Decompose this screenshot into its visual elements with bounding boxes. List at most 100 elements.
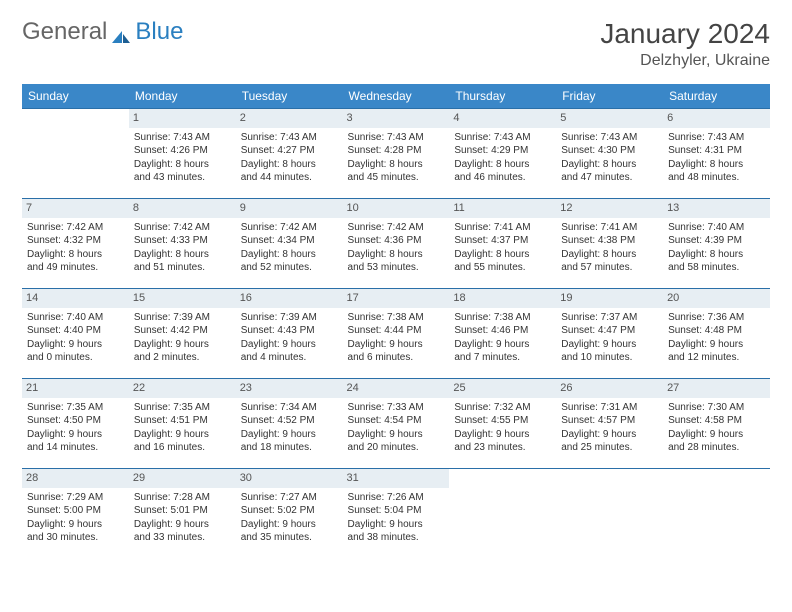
- logo-text-blue: Blue: [135, 18, 183, 46]
- calendar-table: SundayMondayTuesdayWednesdayThursdayFrid…: [22, 84, 770, 559]
- daylight-line: Daylight: 8 hours: [454, 248, 551, 262]
- sunrise-line: Sunrise: 7:42 AM: [134, 221, 231, 235]
- day-number: 14: [22, 289, 129, 308]
- sunrise-line: Sunrise: 7:39 AM: [241, 311, 338, 325]
- sunrise-line: Sunrise: 7:41 AM: [454, 221, 551, 235]
- sunrise-line: Sunrise: 7:33 AM: [348, 401, 445, 415]
- day-number: 5: [556, 109, 663, 128]
- location-label: Delzhyler, Ukraine: [600, 52, 770, 70]
- sunset-line: Sunset: 4:39 PM: [668, 234, 765, 248]
- sunrise-line: Sunrise: 7:40 AM: [27, 311, 124, 325]
- daylight-line: Daylight: 9 hours: [241, 338, 338, 352]
- calendar-cell: 23Sunrise: 7:34 AMSunset: 4:52 PMDayligh…: [236, 379, 343, 469]
- day-number: 18: [449, 289, 556, 308]
- daylight-line: and 45 minutes.: [348, 171, 445, 185]
- daylight-line: Daylight: 8 hours: [561, 158, 658, 172]
- daylight-line: Daylight: 9 hours: [348, 338, 445, 352]
- calendar-cell: 13Sunrise: 7:40 AMSunset: 4:39 PMDayligh…: [663, 199, 770, 289]
- sunset-line: Sunset: 4:46 PM: [454, 324, 551, 338]
- calendar-cell: [556, 469, 663, 559]
- sunrise-line: Sunrise: 7:32 AM: [454, 401, 551, 415]
- sunset-line: Sunset: 4:55 PM: [454, 414, 551, 428]
- daylight-line: and 47 minutes.: [561, 171, 658, 185]
- sunrise-line: Sunrise: 7:42 AM: [348, 221, 445, 235]
- sunrise-line: Sunrise: 7:35 AM: [27, 401, 124, 415]
- calendar-cell: 25Sunrise: 7:32 AMSunset: 4:55 PMDayligh…: [449, 379, 556, 469]
- sunset-line: Sunset: 4:31 PM: [668, 144, 765, 158]
- calendar-cell: 10Sunrise: 7:42 AMSunset: 4:36 PMDayligh…: [343, 199, 450, 289]
- calendar-cell: 29Sunrise: 7:28 AMSunset: 5:01 PMDayligh…: [129, 469, 236, 559]
- sunset-line: Sunset: 5:02 PM: [241, 504, 338, 518]
- logo-text-general: General: [22, 18, 107, 46]
- calendar-week: 14 Sunrise: 7:40 AMSunset: 4:40 PM Dayligh…: [22, 289, 770, 379]
- sunset-line: Sunset: 4:48 PM: [668, 324, 765, 338]
- sunset-line: Sunset: 4:33 PM: [134, 234, 231, 248]
- day-number: 19: [556, 289, 663, 308]
- daylight-line: Daylight: 9 hours: [241, 518, 338, 532]
- calendar-week: 28Sunrise: 7:29 AMSunset: 5:00 PMDayligh…: [22, 469, 770, 559]
- daylight-line: and 30 minutes.: [27, 531, 124, 545]
- sunrise-line: Sunrise: 7:40 AM: [668, 221, 765, 235]
- daylight-line: Daylight: 8 hours: [348, 158, 445, 172]
- day-header: Thursday: [449, 84, 556, 109]
- calendar-body: 1Sunrise: 7:43 AMSunset: 4:26 PMDaylight…: [22, 109, 770, 559]
- day-number: 29: [129, 469, 236, 488]
- calendar-cell: 27Sunrise: 7:30 AMSunset: 4:58 PMDayligh…: [663, 379, 770, 469]
- sunset-line: Sunset: 4:50 PM: [27, 414, 124, 428]
- daylight-line: and 4 minutes.: [241, 351, 338, 365]
- sunrise-line: Sunrise: 7:30 AM: [668, 401, 765, 415]
- sunrise-line: Sunrise: 7:42 AM: [27, 221, 124, 235]
- daylight-line: and 53 minutes.: [348, 261, 445, 275]
- daylight-line: Daylight: 9 hours: [134, 428, 231, 442]
- day-number: 27: [663, 379, 770, 398]
- day-number: 1: [129, 109, 236, 128]
- day-header: Sunday: [22, 84, 129, 109]
- day-number: 2: [236, 109, 343, 128]
- daylight-line: Daylight: 8 hours: [454, 158, 551, 172]
- daylight-line: Daylight: 9 hours: [134, 518, 231, 532]
- sunset-line: Sunset: 4:40 PM: [27, 324, 124, 338]
- sunset-line: Sunset: 4:37 PM: [454, 234, 551, 248]
- day-number: 6: [663, 109, 770, 128]
- sunset-line: Sunset: 4:28 PM: [348, 144, 445, 158]
- sunset-line: Sunset: 4:57 PM: [561, 414, 658, 428]
- day-number: 23: [236, 379, 343, 398]
- calendar-cell: [22, 109, 129, 199]
- daylight-line: and 14 minutes.: [27, 441, 124, 455]
- day-number: 10: [343, 199, 450, 218]
- daylight-line: and 43 minutes.: [134, 171, 231, 185]
- daylight-line: Daylight: 8 hours: [348, 248, 445, 262]
- calendar-cell: 9Sunrise: 7:42 AMSunset: 4:34 PMDaylight…: [236, 199, 343, 289]
- daylight-line: Daylight: 8 hours: [668, 158, 765, 172]
- calendar-cell: 24Sunrise: 7:33 AMSunset: 4:54 PMDayligh…: [343, 379, 450, 469]
- sunrise-line: Sunrise: 7:29 AM: [27, 491, 124, 505]
- day-number: 22: [129, 379, 236, 398]
- calendar-cell: 14Sunrise: 7:40 AMSunset: 4:40 PMDayligh…: [22, 289, 129, 379]
- daylight-line: Daylight: 8 hours: [134, 248, 231, 262]
- day-number: 13: [663, 199, 770, 218]
- day-number: 26: [556, 379, 663, 398]
- daylight-line: and 51 minutes.: [134, 261, 231, 275]
- daylight-line: and 44 minutes.: [241, 171, 338, 185]
- daylight-line: Daylight: 9 hours: [241, 428, 338, 442]
- sunrise-line: Sunrise: 7:43 AM: [561, 131, 658, 145]
- daylight-line: and 46 minutes.: [454, 171, 551, 185]
- day-number: 12: [556, 199, 663, 218]
- calendar-cell: 8Sunrise: 7:42 AMSunset: 4:33 PMDaylight…: [129, 199, 236, 289]
- sunset-line: Sunset: 4:58 PM: [668, 414, 765, 428]
- sunrise-line: Sunrise: 7:38 AM: [348, 311, 445, 325]
- daylight-line: Daylight: 8 hours: [561, 248, 658, 262]
- daylight-line: Daylight: 9 hours: [27, 518, 124, 532]
- calendar-cell: [663, 469, 770, 559]
- sunrise-line: Sunrise: 7:42 AM: [241, 221, 338, 235]
- header: General Blue January 2024 Delzhyler, Ukr…: [22, 18, 770, 70]
- calendar-cell: 20Sunrise: 7:36 AMSunset: 4:48 PMDayligh…: [663, 289, 770, 379]
- day-number: 4: [449, 109, 556, 128]
- page-title: January 2024: [600, 18, 770, 50]
- calendar-cell: 22Sunrise: 7:35 AMSunset: 4:51 PMDayligh…: [129, 379, 236, 469]
- day-header: Saturday: [663, 84, 770, 109]
- day-header: Friday: [556, 84, 663, 109]
- day-number: 3: [343, 109, 450, 128]
- day-number: 31: [343, 469, 450, 488]
- day-number: 9: [236, 199, 343, 218]
